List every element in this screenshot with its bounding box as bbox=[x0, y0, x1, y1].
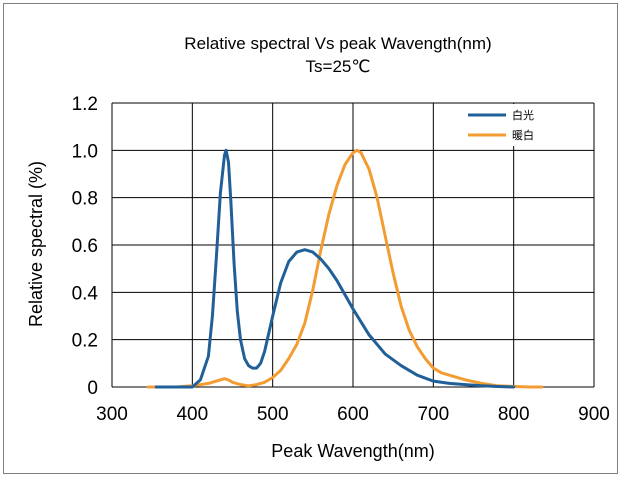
x-tick-label-300: 300 bbox=[96, 404, 128, 425]
series-lines bbox=[146, 148, 544, 389]
x-tick-label-900: 900 bbox=[578, 404, 610, 425]
y-tick-label-1.0: 1.0 bbox=[72, 141, 98, 162]
legend-background bbox=[452, 104, 588, 146]
x-tick-label-700: 700 bbox=[417, 404, 449, 425]
y-tick-label-1.2: 1.2 bbox=[72, 94, 98, 115]
series-line-0 bbox=[154, 148, 516, 389]
x-tick-label-400: 400 bbox=[176, 404, 208, 425]
y-tick-labels: 0 0.2 0.4 0.6 0.8 1.0 1.2 bbox=[72, 94, 99, 399]
legend-label-0: 白光 bbox=[512, 108, 534, 122]
x-tick-label-600: 600 bbox=[337, 404, 369, 425]
chart-frame bbox=[3, 3, 618, 474]
y-tick-label-0.8: 0.8 bbox=[72, 189, 98, 210]
x-tick-labels: 300 400 500 600 700 800 900 bbox=[96, 404, 610, 425]
grid bbox=[111, 102, 595, 388]
series-line-1 bbox=[146, 148, 544, 389]
y-tick-label-0.2: 0.2 bbox=[72, 331, 98, 352]
y-tick-label-0: 0 bbox=[87, 378, 98, 399]
y-tick-label-0.6: 0.6 bbox=[72, 236, 98, 257]
x-tick-label-800: 800 bbox=[498, 404, 530, 425]
chart-title: Relative spectral Vs peak Wavength(nm) bbox=[184, 34, 491, 53]
y-tick-label-0.4: 0.4 bbox=[72, 283, 99, 304]
chart-subtitle: Ts=25℃ bbox=[306, 57, 371, 76]
y-axis-label: Relative spectral (%) bbox=[26, 161, 46, 327]
legend-label-1: 暖白 bbox=[512, 128, 534, 142]
x-axis-label: Peak Wavength(nm) bbox=[271, 441, 434, 461]
x-tick-label-500: 500 bbox=[257, 404, 289, 425]
